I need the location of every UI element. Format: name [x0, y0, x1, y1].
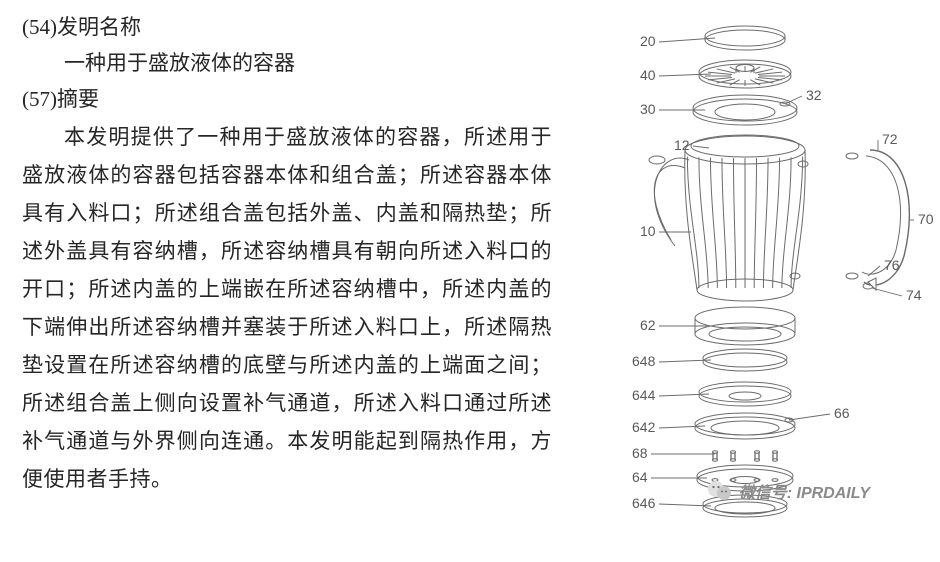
svg-text:64: 64	[632, 469, 648, 485]
section-57-label: (57)摘要	[22, 82, 552, 116]
svg-text:30: 30	[640, 101, 656, 117]
wechat-icon	[707, 478, 733, 504]
figure-column: 20 40 30 32 12 72 10 70 76 74 62 648 644 66 642 68 64 646…	[570, 0, 940, 562]
svg-text:70: 70	[918, 211, 934, 227]
exploded-drawing: 20 40 30 32 12 72 10 70 76 74 62 648 644 66 642 68 64 646	[570, 0, 940, 560]
svg-text:66: 66	[834, 405, 850, 421]
svg-text:648: 648	[632, 353, 656, 369]
svg-text:68: 68	[632, 445, 648, 461]
svg-text:62: 62	[640, 317, 656, 333]
svg-text:10: 10	[640, 223, 656, 239]
svg-text:76: 76	[884, 257, 900, 273]
svg-text:12: 12	[674, 137, 690, 153]
svg-text:20: 20	[640, 33, 656, 49]
svg-text:72: 72	[882, 131, 898, 147]
svg-text:74: 74	[906, 287, 922, 303]
patent-page: (54)发明名称 一种用于盛放液体的容器 (57)摘要 本发明提供了一种用于盛放…	[0, 0, 940, 562]
wechat-watermark: 微信号: IPRDAILY	[707, 478, 870, 504]
invention-title: 一种用于盛放液体的容器	[22, 46, 552, 80]
section-54-label: (54)发明名称	[22, 10, 552, 44]
abstract-text: 本发明提供了一种用于盛放液体的容器，所述用于盛放液体的容器包括容器本体和组合盖；…	[22, 118, 552, 498]
watermark-text: 微信号: IPRDAILY	[739, 479, 870, 503]
svg-text:40: 40	[640, 67, 656, 83]
svg-text:32: 32	[806, 87, 822, 103]
text-column: (54)发明名称 一种用于盛放液体的容器 (57)摘要 本发明提供了一种用于盛放…	[0, 0, 570, 562]
svg-text:646: 646	[632, 495, 656, 511]
svg-text:642: 642	[632, 419, 656, 435]
svg-text:644: 644	[632, 387, 656, 403]
